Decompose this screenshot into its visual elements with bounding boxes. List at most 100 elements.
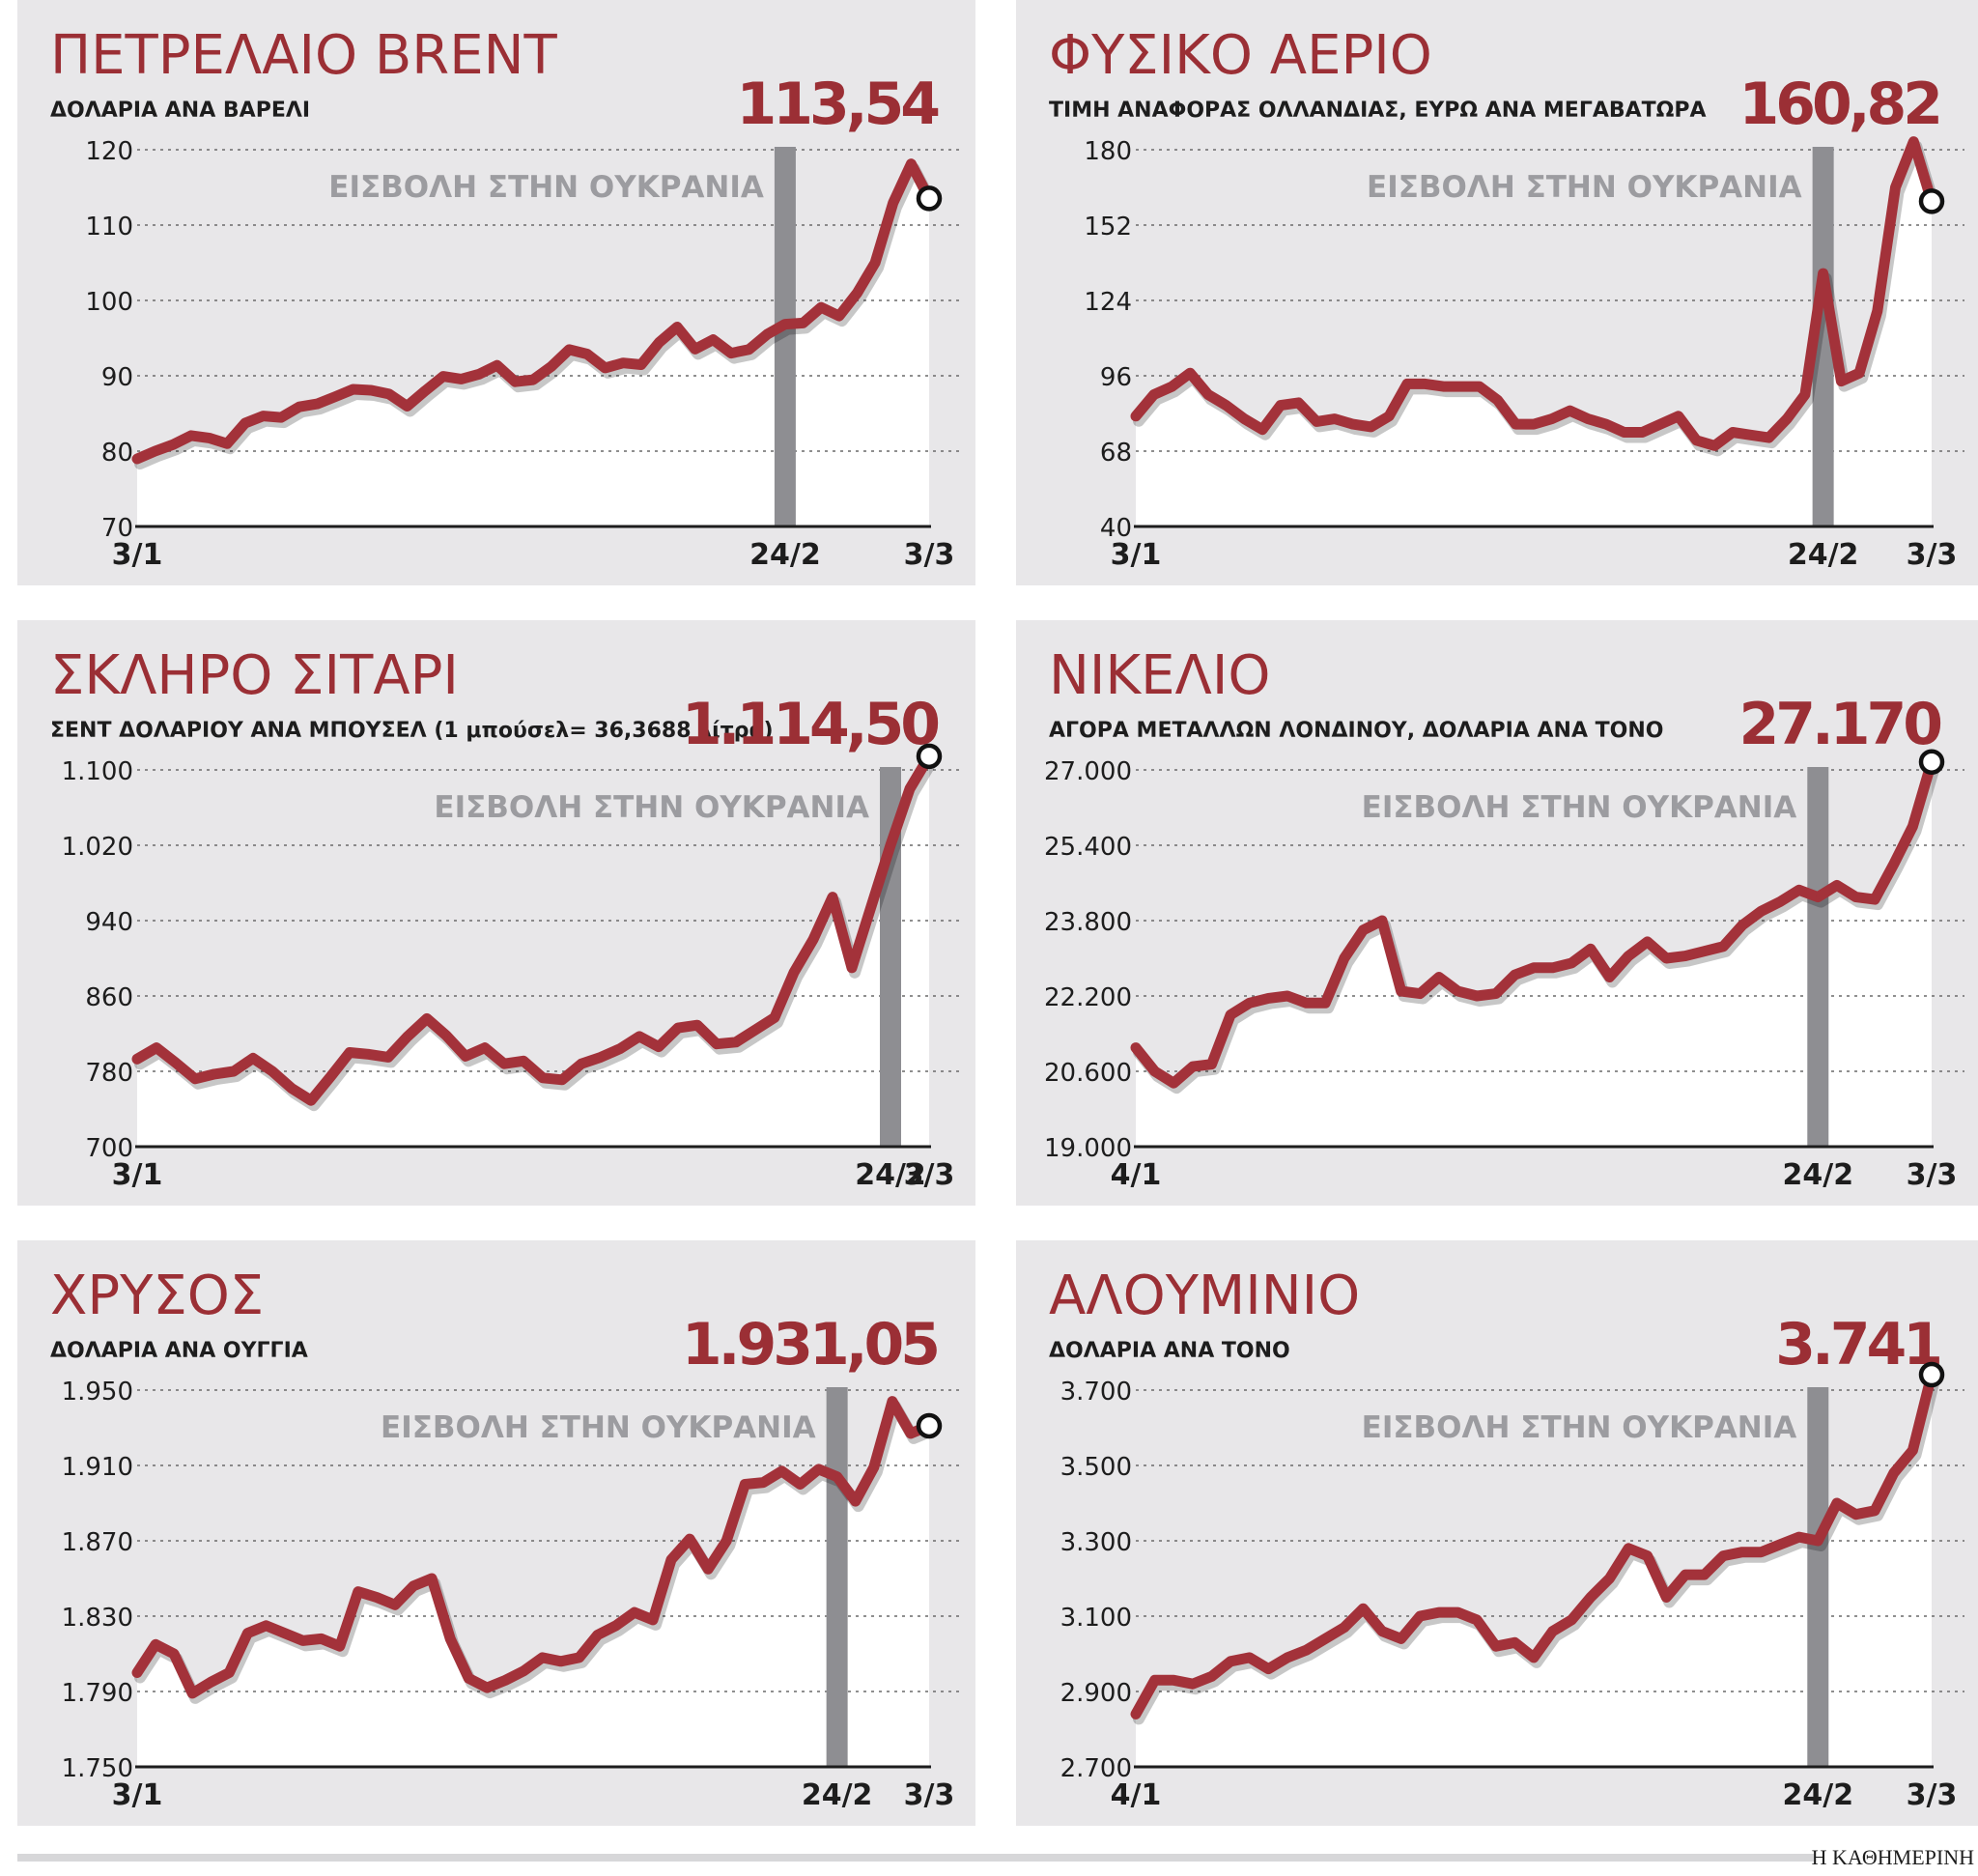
data-point [1569, 960, 1574, 965]
data-point [1645, 939, 1650, 944]
data-point [1512, 973, 1517, 978]
data-point [834, 1474, 839, 1479]
series-area [137, 755, 929, 1147]
data-point [1778, 1542, 1782, 1547]
data-point [448, 1636, 453, 1641]
data-point [1314, 419, 1319, 424]
y-tick-label: 860 [85, 983, 133, 1012]
data-point [1532, 1655, 1536, 1660]
chart-subtitle: ΔΟΛΑΡΙΑ ΑΝΑ ΟΥΓΓΙΑ [50, 1339, 308, 1363]
data-point [1626, 1546, 1631, 1550]
data-point [801, 321, 805, 326]
data-point [567, 347, 572, 352]
data-point [724, 1539, 729, 1543]
y-tick-label: 90 [101, 363, 133, 392]
data-point [1242, 416, 1247, 421]
data-point [1748, 433, 1753, 438]
y-tick-label: 180 [1084, 137, 1132, 166]
chart-title: ΝΙΚΕΛΙΟ [1049, 644, 1270, 707]
data-point [1247, 1001, 1252, 1006]
data-point [251, 1056, 255, 1061]
data-point [315, 402, 320, 407]
data-point [816, 1466, 821, 1471]
data-point [477, 372, 482, 377]
y-tick-label: 940 [85, 908, 133, 937]
chart-subtitle: ΔΟΛΑΡΙΑ ΑΝΑ ΒΑΡΕΛΙ [50, 99, 310, 123]
data-point [779, 1468, 784, 1473]
data-point [1266, 996, 1271, 1001]
data-point [651, 1617, 655, 1622]
chart-brent: ΠΕΤΡΕΛΑΙΟ BRENT ΔΟΛΑΡΙΑ ΑΝΑ ΒΑΡΕΛΙ 113,54 7… [50, 24, 962, 572]
data-point [483, 1045, 487, 1050]
y-tick-label: 22.200 [1044, 983, 1132, 1012]
data-point [1532, 422, 1536, 427]
y-tick-label: 110 [85, 213, 133, 242]
data-point [1205, 392, 1210, 397]
data-point [1436, 1610, 1441, 1615]
y-tick-label: 70 [101, 514, 133, 543]
y-tick-label: 1.830 [62, 1604, 133, 1633]
data-point [1821, 271, 1825, 276]
data-point [309, 1098, 313, 1103]
data-point [485, 1686, 490, 1691]
data-point [1134, 413, 1138, 418]
data-point [657, 1044, 661, 1049]
data-point [300, 1638, 305, 1643]
data-point [1361, 1606, 1366, 1611]
data-point [831, 895, 834, 899]
data-point [459, 377, 464, 382]
data-point [1286, 994, 1289, 998]
last-value-marker [1918, 188, 1945, 214]
data-point [386, 1055, 390, 1060]
series-area [137, 1401, 929, 1767]
data-point [1588, 947, 1593, 952]
data-point [1607, 1577, 1612, 1580]
data-point [355, 1589, 360, 1594]
data-point [577, 1655, 581, 1660]
data-point [688, 1537, 692, 1542]
data-point [743, 1482, 748, 1487]
last-value-label: 1.114,50 [682, 691, 938, 758]
x-tick-label: 4/1 [1111, 1778, 1162, 1812]
data-point [227, 1670, 232, 1675]
data-point [579, 1062, 583, 1066]
data-point [135, 1057, 139, 1062]
last-value-label: 113,54 [736, 71, 938, 138]
series-area [1136, 1375, 1932, 1767]
data-point [423, 388, 428, 393]
data-point [1683, 1573, 1687, 1578]
x-tick-label: 3/1 [112, 1158, 163, 1192]
x-tick-label: 3/3 [1907, 1778, 1958, 1812]
data-point [290, 1086, 294, 1091]
data-point [531, 378, 535, 383]
series-area [1136, 141, 1932, 526]
y-tick-label: 1.100 [62, 757, 133, 786]
y-tick-label: 3.100 [1060, 1604, 1132, 1633]
last-value-marker [916, 1412, 943, 1439]
chart-natural-gas: ΦΥΣΙΚΟ ΑΕΡΙΟ ΤΙΜΗ ΑΝΑΦΟΡΑΣ ΟΛΛΑΝΔΙΑΣ, ΕΥΡ… [1049, 24, 1964, 572]
data-point [638, 362, 643, 367]
data-point [1399, 989, 1403, 994]
data-point [613, 1623, 618, 1628]
data-point [1891, 862, 1896, 867]
data-point [1380, 919, 1384, 923]
data-point [706, 1567, 711, 1572]
data-point [1588, 1595, 1593, 1600]
data-point [440, 374, 445, 379]
x-tick-label: 24/2 [855, 1158, 926, 1192]
data-point [1512, 1640, 1517, 1645]
data-point [502, 1062, 506, 1066]
x-tick-label: 24/2 [1782, 1158, 1853, 1192]
chart-subtitle: ΑΓΟΡΑ ΜΕΤΑΛΛΩΝ ΛΟΝΔΙΝΟΥ, ΔΟΛΑΡΙΑ ΑΝΑ ΤΟΝ… [1049, 719, 1663, 743]
data-point [209, 1680, 213, 1685]
data-point [328, 1074, 332, 1079]
data-point [1475, 1617, 1480, 1622]
data-point [444, 1033, 448, 1037]
data-point [1549, 416, 1554, 421]
data-point [1853, 1512, 1858, 1517]
series-line [131, 751, 935, 1106]
data-point [1569, 1617, 1574, 1622]
data-point [1475, 994, 1480, 998]
data-point [337, 1644, 342, 1649]
data-point [819, 305, 824, 310]
